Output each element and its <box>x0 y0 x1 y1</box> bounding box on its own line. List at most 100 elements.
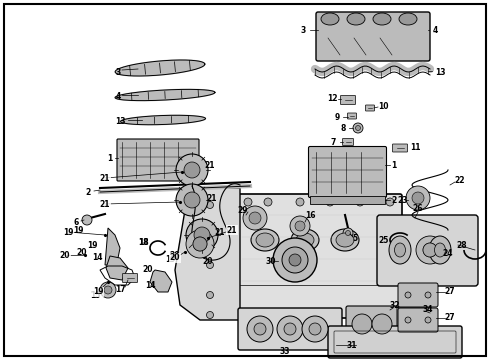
Circle shape <box>352 314 372 334</box>
Circle shape <box>356 198 364 206</box>
Circle shape <box>405 292 411 298</box>
Ellipse shape <box>435 243 445 257</box>
Circle shape <box>193 237 207 251</box>
Text: 18: 18 <box>138 238 148 247</box>
FancyBboxPatch shape <box>341 95 356 104</box>
Circle shape <box>277 316 303 342</box>
Circle shape <box>405 317 411 323</box>
FancyBboxPatch shape <box>316 12 430 61</box>
Circle shape <box>416 236 444 264</box>
Circle shape <box>194 227 210 243</box>
Text: 23: 23 <box>398 195 408 204</box>
Circle shape <box>176 184 208 216</box>
Text: 17: 17 <box>115 285 125 294</box>
Text: 21: 21 <box>227 225 237 234</box>
Text: 19: 19 <box>73 225 83 234</box>
Text: 20: 20 <box>203 257 213 266</box>
Circle shape <box>193 237 207 251</box>
FancyBboxPatch shape <box>238 308 342 350</box>
Text: 9: 9 <box>334 113 340 122</box>
Circle shape <box>425 292 431 298</box>
Ellipse shape <box>331 229 359 251</box>
Text: 1: 1 <box>392 161 396 170</box>
Text: 21: 21 <box>205 161 215 170</box>
Circle shape <box>423 243 437 257</box>
Circle shape <box>104 286 112 294</box>
Text: 30: 30 <box>266 256 276 266</box>
Ellipse shape <box>347 13 365 25</box>
Circle shape <box>302 316 328 342</box>
FancyBboxPatch shape <box>346 306 400 342</box>
Text: 21: 21 <box>207 194 217 202</box>
FancyBboxPatch shape <box>328 326 462 358</box>
Text: 3: 3 <box>115 68 121 77</box>
Circle shape <box>206 231 214 239</box>
Circle shape <box>273 238 317 282</box>
Text: 19: 19 <box>93 288 103 297</box>
Text: 19: 19 <box>87 240 97 249</box>
Circle shape <box>249 212 261 224</box>
Text: 19: 19 <box>63 228 73 237</box>
Circle shape <box>206 311 214 319</box>
Circle shape <box>82 215 92 225</box>
Text: 20: 20 <box>170 252 180 261</box>
Text: 27: 27 <box>445 314 455 323</box>
Circle shape <box>176 154 208 186</box>
Circle shape <box>406 186 430 210</box>
FancyBboxPatch shape <box>397 307 431 331</box>
Text: 1: 1 <box>107 153 113 162</box>
FancyBboxPatch shape <box>343 139 353 145</box>
Ellipse shape <box>429 236 451 264</box>
Circle shape <box>244 198 252 206</box>
Text: 25: 25 <box>379 235 389 244</box>
Circle shape <box>423 243 437 257</box>
Circle shape <box>309 323 321 335</box>
FancyBboxPatch shape <box>309 147 387 198</box>
Ellipse shape <box>394 243 406 257</box>
Circle shape <box>295 221 305 231</box>
Text: 12: 12 <box>327 94 337 103</box>
Text: 5: 5 <box>352 234 358 243</box>
Ellipse shape <box>336 233 354 247</box>
Text: 14: 14 <box>145 280 155 289</box>
Text: 3: 3 <box>300 26 306 35</box>
Text: 21: 21 <box>100 174 110 183</box>
Text: 8: 8 <box>341 123 345 132</box>
Ellipse shape <box>373 13 391 25</box>
Circle shape <box>353 123 363 133</box>
Text: 15: 15 <box>90 291 100 300</box>
Polygon shape <box>121 115 205 125</box>
Circle shape <box>184 162 200 178</box>
Circle shape <box>247 316 273 342</box>
Text: 13: 13 <box>435 68 445 77</box>
Circle shape <box>372 314 392 334</box>
Text: 16: 16 <box>305 211 315 220</box>
Text: 4: 4 <box>432 26 438 35</box>
Polygon shape <box>175 188 240 320</box>
Polygon shape <box>106 256 128 280</box>
Circle shape <box>254 323 266 335</box>
Circle shape <box>100 282 116 298</box>
FancyBboxPatch shape <box>377 215 478 286</box>
Circle shape <box>184 192 200 208</box>
Text: 6: 6 <box>74 217 78 226</box>
Ellipse shape <box>251 229 279 251</box>
Circle shape <box>356 126 361 131</box>
Text: 34: 34 <box>423 306 433 315</box>
Circle shape <box>186 230 214 258</box>
Text: 21: 21 <box>100 199 110 208</box>
Polygon shape <box>115 60 205 76</box>
Text: 20: 20 <box>143 266 153 274</box>
Text: 14: 14 <box>92 253 102 262</box>
Text: 20: 20 <box>77 248 87 257</box>
Text: 18: 18 <box>138 238 148 247</box>
Text: 31: 31 <box>347 341 357 350</box>
Circle shape <box>289 254 301 266</box>
Text: 22: 22 <box>455 176 465 185</box>
Text: 10: 10 <box>378 102 388 111</box>
Circle shape <box>284 323 296 335</box>
Ellipse shape <box>389 236 411 264</box>
Circle shape <box>206 292 214 298</box>
Text: 26: 26 <box>413 203 423 212</box>
Circle shape <box>412 192 424 204</box>
